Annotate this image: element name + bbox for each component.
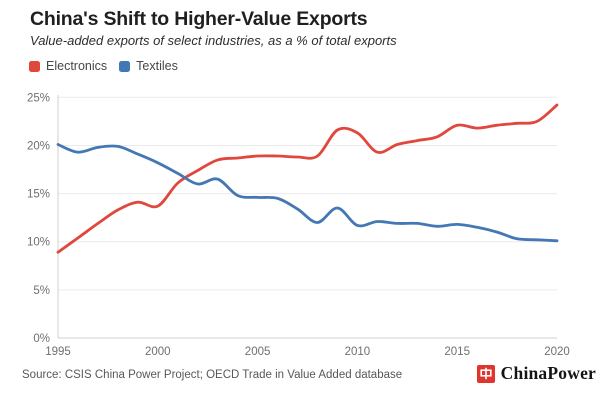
- legend-label-electronics: Electronics: [46, 59, 108, 73]
- electronics-line: [56, 103, 559, 254]
- chinapower-logo-icon: [476, 364, 495, 383]
- chart-subtitle: Value-added exports of select industries…: [30, 33, 397, 48]
- brand-name: ChinaPower: [500, 363, 596, 383]
- x-tick-label-2015: 2015: [444, 346, 470, 358]
- x-tick-label-2005: 2005: [245, 346, 271, 358]
- x-tick-label-2000: 2000: [145, 346, 171, 358]
- legend: Electronics Textiles: [29, 59, 178, 73]
- y-tick-label-10: 10%: [27, 237, 50, 249]
- y-tick-label-20: 20%: [27, 140, 50, 152]
- chart-header: China's Shift to Higher-Value Exports Va…: [30, 8, 397, 48]
- legend-item-electronics: Electronics: [29, 59, 107, 73]
- textiles-line: [56, 143, 559, 243]
- textiles-swatch: [119, 60, 131, 72]
- brand-logo: ChinaPower: [476, 363, 596, 384]
- x-tick-label-2020: 2020: [544, 346, 570, 358]
- legend-item-textiles: Textiles: [119, 59, 178, 73]
- electronics-swatch: [29, 60, 40, 72]
- y-tick-label-25: 25%: [27, 92, 50, 104]
- y-tick-label-15: 15%: [27, 189, 50, 201]
- zhong-glyph-icon: [480, 367, 492, 379]
- y-tick-label-5: 5%: [33, 285, 50, 297]
- x-tick-label-1995: 1995: [45, 346, 71, 358]
- y-tick-label-0: 0%: [33, 333, 50, 345]
- chart-title: China's Shift to Higher-Value Exports: [30, 8, 368, 30]
- legend-label-textiles: Textiles: [136, 59, 178, 73]
- source-note: Source: CSIS China Power Project; OECD T…: [22, 369, 403, 381]
- x-tick-label-2010: 2010: [345, 346, 371, 358]
